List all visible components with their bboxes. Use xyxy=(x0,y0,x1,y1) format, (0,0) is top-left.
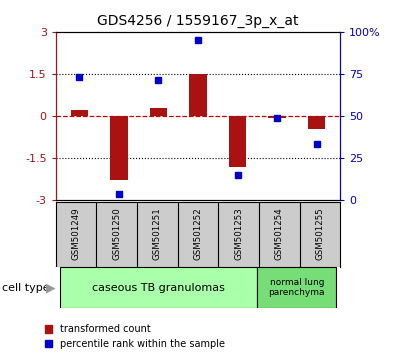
Bar xyxy=(150,108,168,116)
Text: GSM501249: GSM501249 xyxy=(72,207,80,259)
Bar xyxy=(308,116,326,130)
Text: normal lung
parenchyma: normal lung parenchyma xyxy=(269,278,325,297)
Text: cell type: cell type xyxy=(2,282,50,293)
Text: GSM501252: GSM501252 xyxy=(193,207,203,259)
Text: caseous TB granulomas: caseous TB granulomas xyxy=(92,282,225,293)
Legend: transformed count, percentile rank within the sample: transformed count, percentile rank withi… xyxy=(45,324,225,349)
Text: GSM501250: GSM501250 xyxy=(112,207,121,259)
Bar xyxy=(70,110,88,116)
Text: GSM501254: GSM501254 xyxy=(275,207,284,259)
Bar xyxy=(228,116,246,167)
Bar xyxy=(257,267,336,308)
Bar xyxy=(268,116,286,118)
Bar xyxy=(110,116,128,180)
Text: GSM501255: GSM501255 xyxy=(316,207,324,259)
Title: GDS4256 / 1559167_3p_x_at: GDS4256 / 1559167_3p_x_at xyxy=(97,14,299,28)
Bar xyxy=(60,267,257,308)
Text: GSM501251: GSM501251 xyxy=(153,207,162,259)
Text: GSM501253: GSM501253 xyxy=(234,207,243,259)
Bar xyxy=(189,74,207,116)
Text: ▶: ▶ xyxy=(46,281,55,294)
